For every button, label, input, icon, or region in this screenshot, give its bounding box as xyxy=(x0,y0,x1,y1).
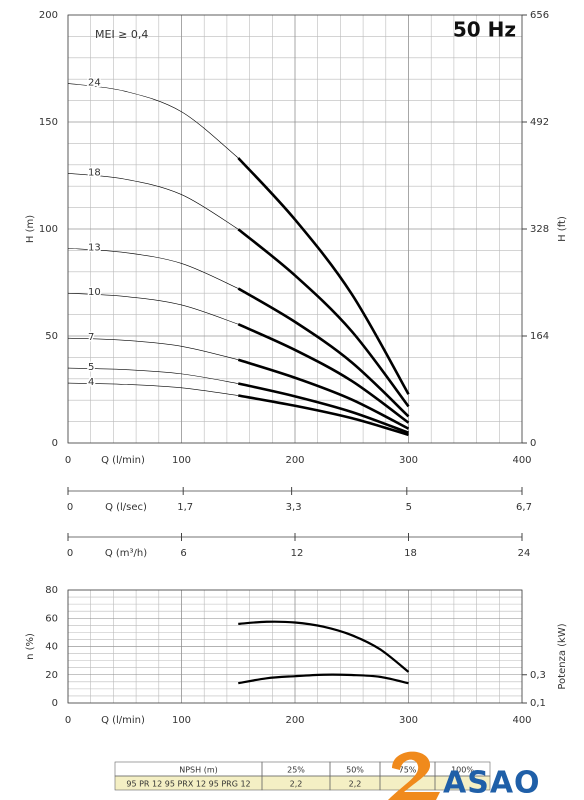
efficiency-curve xyxy=(238,620,410,673)
x-tick-label: 400 xyxy=(512,455,531,466)
annotation: MEI ≥ 0,4 xyxy=(95,28,148,41)
head-curve-operating xyxy=(237,382,409,434)
curve-label: 18 xyxy=(88,167,101,178)
header-text: 100% xyxy=(451,766,474,775)
curve-label: 10 xyxy=(88,287,101,298)
axis-tick-label: 3,3 xyxy=(286,502,302,513)
header-text: 25% xyxy=(287,766,305,775)
x-tick-label: 0 xyxy=(65,715,71,726)
head-curve-operating xyxy=(237,323,410,424)
y2-tick-label: 328 xyxy=(530,224,549,235)
y-tick-label: 100 xyxy=(39,224,58,235)
y-axis-label: H (m) xyxy=(25,215,36,243)
y-tick-label: 80 xyxy=(45,585,58,596)
head-curve-operating xyxy=(238,394,409,437)
axis-tick-label: 1,7 xyxy=(177,502,193,513)
y-tick-label: 50 xyxy=(45,331,58,342)
head-curve-operating xyxy=(237,358,410,430)
y-axis-label: n (%) xyxy=(25,633,36,660)
axis-tick-label: 0 xyxy=(67,502,73,513)
curve-label: 5 xyxy=(88,362,94,373)
y-tick-label: 60 xyxy=(45,613,58,624)
head-curve-operating xyxy=(237,287,410,418)
npsh-table: NPSH (m) 25% 50% 75% 100% 95 PR 12 95 PRX 12 … xyxy=(114,761,491,791)
x-axis-label: Q (l/min) xyxy=(101,715,145,726)
header-text: 75% xyxy=(399,766,417,775)
logo-text: ASAO xyxy=(443,766,541,800)
y2-tick-label: 0,3 xyxy=(530,670,546,681)
y2-tick-label: 492 xyxy=(530,117,549,128)
curve-label: 4 xyxy=(88,377,94,388)
x-tick-label: 300 xyxy=(399,715,418,726)
axis-tick-label: 18 xyxy=(404,548,417,559)
plot-frame xyxy=(67,589,523,704)
y2-tick-label: 0 xyxy=(530,438,536,449)
axis-label: Q (m³/h) xyxy=(105,548,147,559)
y2-tick-label: 0,1 xyxy=(530,698,546,709)
x-tick-label: 100 xyxy=(172,455,191,466)
x-tick-label: 300 xyxy=(399,455,418,466)
axis-tick-label: 6,7 xyxy=(516,502,532,513)
head-curve-thin xyxy=(67,247,239,289)
y-tick-label: 150 xyxy=(39,117,58,128)
power-curve xyxy=(238,673,409,685)
row-cell xyxy=(434,775,491,791)
axis-tick-label: 5 xyxy=(406,502,412,513)
y2-tick-label: 164 xyxy=(530,331,549,342)
logo: ASAO xyxy=(388,751,541,800)
x-tick-label: 100 xyxy=(172,715,191,726)
row-text: 2,2 xyxy=(349,780,362,789)
y-tick-label: 0 xyxy=(52,698,58,709)
header-text: 50% xyxy=(346,766,364,775)
y-tick-label: 200 xyxy=(39,10,58,21)
head-curve-thin xyxy=(67,292,239,325)
axis-tick-label: 12 xyxy=(291,548,304,559)
y-tick-label: 0 xyxy=(52,438,58,449)
x-tick-label: 200 xyxy=(285,455,304,466)
y2-axis-label: H (ft) xyxy=(557,216,568,242)
x-tick-label: 400 xyxy=(512,715,531,726)
head-curve-thin xyxy=(67,173,239,230)
curve-label: 13 xyxy=(88,242,101,253)
x-axis-label: Q (l/min) xyxy=(101,455,145,466)
data-row-bg xyxy=(115,776,490,790)
y-tick-label: 40 xyxy=(45,642,58,653)
chart-title: 50 Hz xyxy=(453,18,516,42)
head-curve-thin xyxy=(67,83,239,159)
head-curve-thin xyxy=(67,382,239,396)
axis-tick-label: 24 xyxy=(518,548,531,559)
x-tick-label: 0 xyxy=(65,455,71,466)
row-text: 95 PR 12 95 PRX 12 95 PRG 12 xyxy=(126,780,250,789)
axis-tick-label: 0 xyxy=(67,548,73,559)
y-tick-label: 20 xyxy=(45,670,58,681)
head-curve-operating xyxy=(237,228,410,408)
y2-axis-label: Potenza (kW) xyxy=(557,623,568,689)
axis-tick-label: 6 xyxy=(180,548,186,559)
head-curve-thin xyxy=(67,367,239,384)
logo-icon xyxy=(388,751,440,800)
row-text: 2,2 xyxy=(290,780,303,789)
head-curve-operating xyxy=(237,157,410,395)
head-curve-thin xyxy=(67,337,239,361)
y2-tick-label: 656 xyxy=(530,10,549,21)
x-tick-label: 200 xyxy=(285,715,304,726)
curve-label: 24 xyxy=(88,77,101,88)
axis-label: Q (l/sec) xyxy=(105,502,147,513)
curve-label: 7 xyxy=(88,332,94,343)
header-text: NPSH (m) xyxy=(179,766,217,775)
